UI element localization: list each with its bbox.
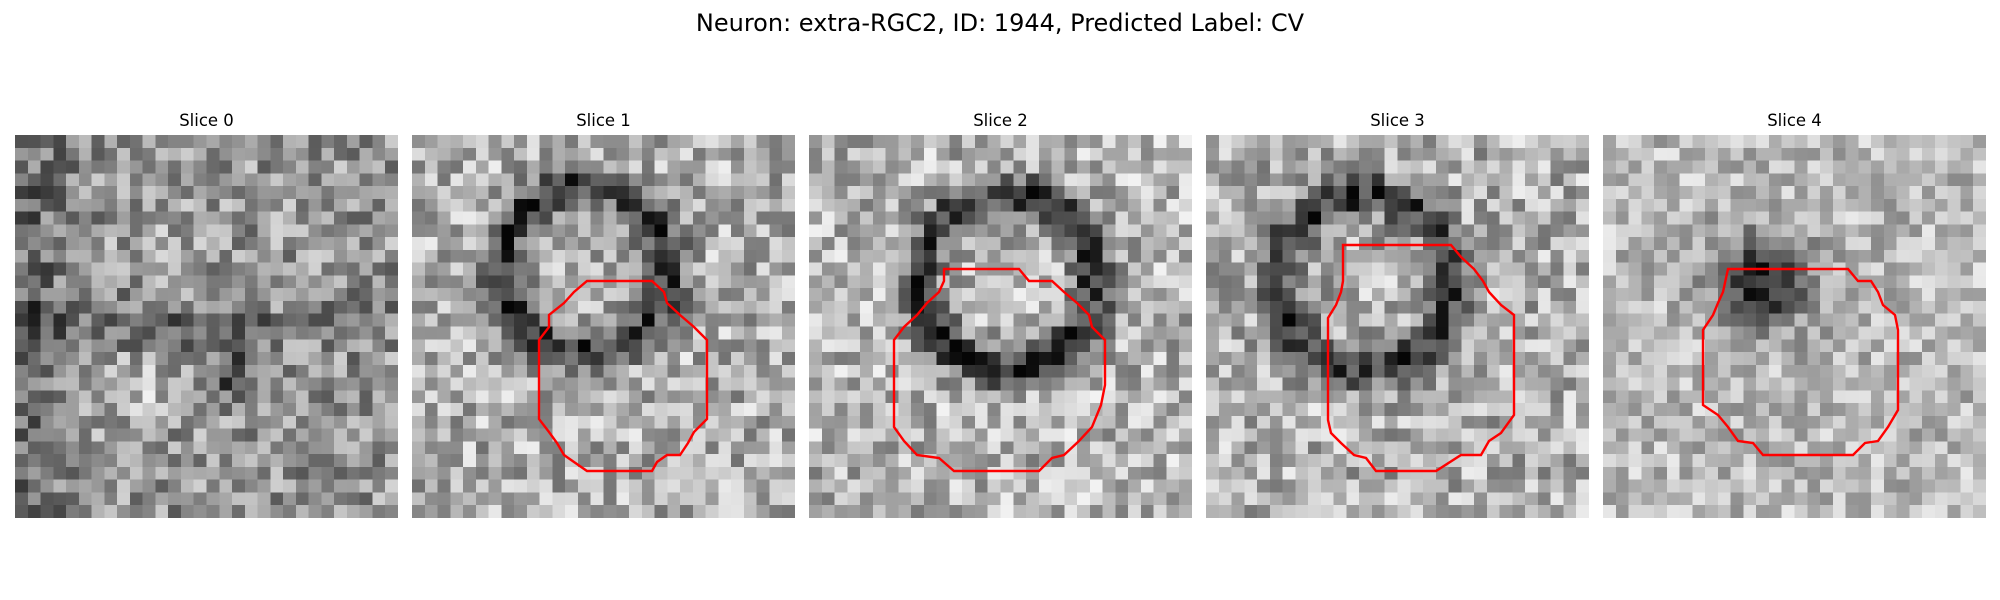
roi-contour <box>1326 243 1516 473</box>
contour-overlay <box>1701 267 1900 457</box>
slice-title: Slice 2 <box>973 111 1028 130</box>
slice-image <box>1206 135 1589 518</box>
contour-overlay <box>892 267 1107 473</box>
roi-contour <box>537 279 709 473</box>
contour-overlay <box>537 279 709 473</box>
slice-image <box>412 135 795 518</box>
slice-image <box>15 135 398 518</box>
roi-contour <box>1701 267 1900 457</box>
slice-title: Slice 3 <box>1370 111 1425 130</box>
contour-overlay <box>15 135 398 518</box>
roi-contour <box>892 267 1107 473</box>
contour-overlay <box>1326 243 1516 473</box>
slice-title: Slice 1 <box>576 111 631 130</box>
slice-title: Slice 0 <box>179 111 234 130</box>
slice-title: Slice 4 <box>1767 111 1822 130</box>
slice-image <box>809 135 1192 518</box>
figure-title: Neuron: extra-RGC2, ID: 1944, Predicted … <box>695 9 1305 37</box>
